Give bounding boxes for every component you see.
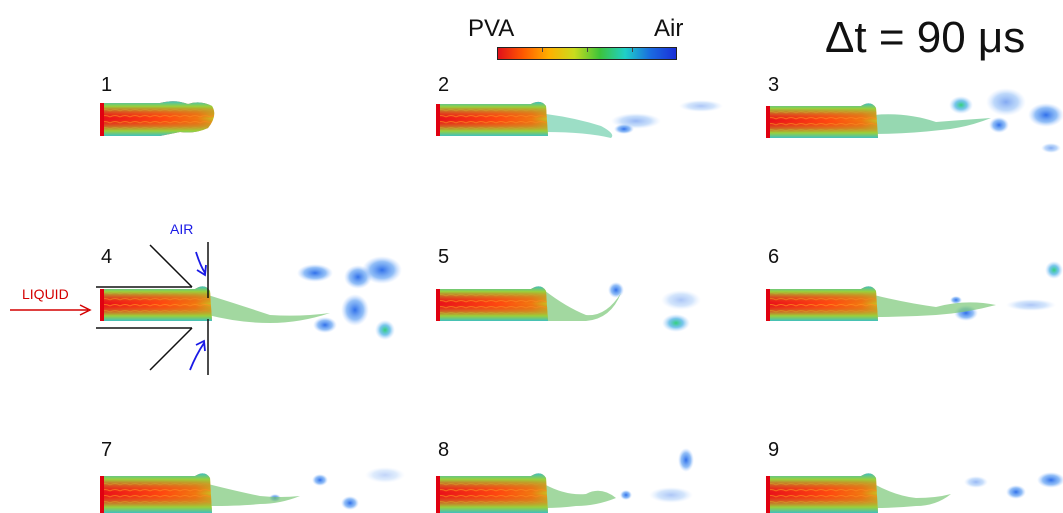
jet-simulation-panel-7 [100, 467, 405, 513]
colorbar [497, 47, 677, 60]
panel-number: 5 [438, 246, 450, 268]
liquid-label: LIQUID [22, 286, 69, 302]
time-step-label: Δt = 90 μs [825, 13, 1026, 62]
colorbar-right-label: Air [654, 15, 684, 42]
panel-number: 8 [438, 439, 450, 461]
jet-simulation-panel-5 [436, 282, 701, 332]
panel-number: 4 [101, 246, 113, 268]
jet-simulation-panel-1 [100, 101, 215, 136]
jet-simulation-panel-8 [436, 448, 694, 513]
air-arrow-top [195, 251, 206, 274]
air-arrow-bottom [189, 342, 205, 371]
panel-number: 7 [101, 439, 113, 461]
colorbar-left-label: PVA [468, 15, 515, 42]
jet-simulation-panel-9 [766, 472, 1063, 513]
panel-number: 1 [101, 74, 113, 96]
jet-simulation-panel-3 [766, 88, 1063, 153]
jet-simulation-panel-2 [436, 100, 723, 138]
panel-number: 3 [768, 74, 780, 96]
nozzle-schematic [10, 242, 209, 375]
panel-number: 9 [768, 439, 780, 461]
panel-number: 6 [768, 246, 780, 268]
jet-simulation-panel-6 [766, 261, 1063, 321]
jet-simulation-panel-4 [100, 256, 402, 340]
panel-number: 2 [438, 74, 450, 96]
air-label: AIR [170, 221, 194, 237]
